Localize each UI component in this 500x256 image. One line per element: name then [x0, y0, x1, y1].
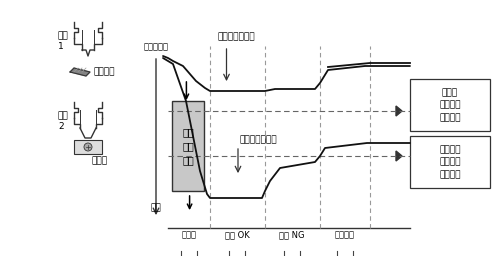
Text: 吸入 OK: 吸入 OK	[224, 230, 250, 239]
Bar	[410, 79, 490, 131]
Text: 吸嘴
1: 吸嘴 1	[58, 31, 69, 51]
Text: 吸嘴２压力曲线: 吸嘴２压力曲线	[218, 32, 256, 41]
Text: 吸入前: 吸入前	[182, 230, 196, 239]
Text: 吸嘴１压力曲线: 吸嘴１压力曲线	[240, 135, 278, 144]
Polygon shape	[70, 68, 90, 76]
Text: 吸入结束: 吸入结束	[335, 230, 355, 239]
Text: 片式元件
吸取真空
度基准值: 片式元件 吸取真空 度基准值	[440, 145, 461, 179]
Text: 吸入 NG: 吸入 NG	[279, 230, 305, 239]
Bar	[410, 136, 490, 188]
Circle shape	[84, 143, 92, 151]
Polygon shape	[396, 151, 402, 161]
Polygon shape	[396, 106, 402, 116]
Text: 电位器: 电位器	[91, 156, 107, 165]
Text: 电位器
吸取真空
度基准值: 电位器 吸取真空 度基准值	[440, 88, 461, 122]
Text: （大气压）: （大气压）	[144, 42, 169, 51]
Bar	[74, 140, 102, 154]
Text: 真空: 真空	[150, 204, 162, 212]
Text: 吸嘴
2: 吸嘴 2	[58, 111, 69, 131]
Bar	[172, 101, 204, 191]
Text: 片式元件: 片式元件	[94, 68, 116, 77]
Text: 自动
参照
输入: 自动 参照 输入	[182, 127, 194, 165]
